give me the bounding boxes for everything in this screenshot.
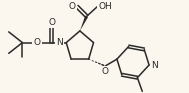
Text: OH: OH [98, 2, 112, 11]
Text: N: N [56, 38, 63, 47]
Text: O: O [33, 38, 40, 47]
Text: N: N [151, 61, 158, 69]
Text: O: O [48, 18, 55, 27]
Polygon shape [80, 16, 88, 31]
Text: O: O [102, 67, 109, 76]
Text: O: O [69, 2, 76, 11]
